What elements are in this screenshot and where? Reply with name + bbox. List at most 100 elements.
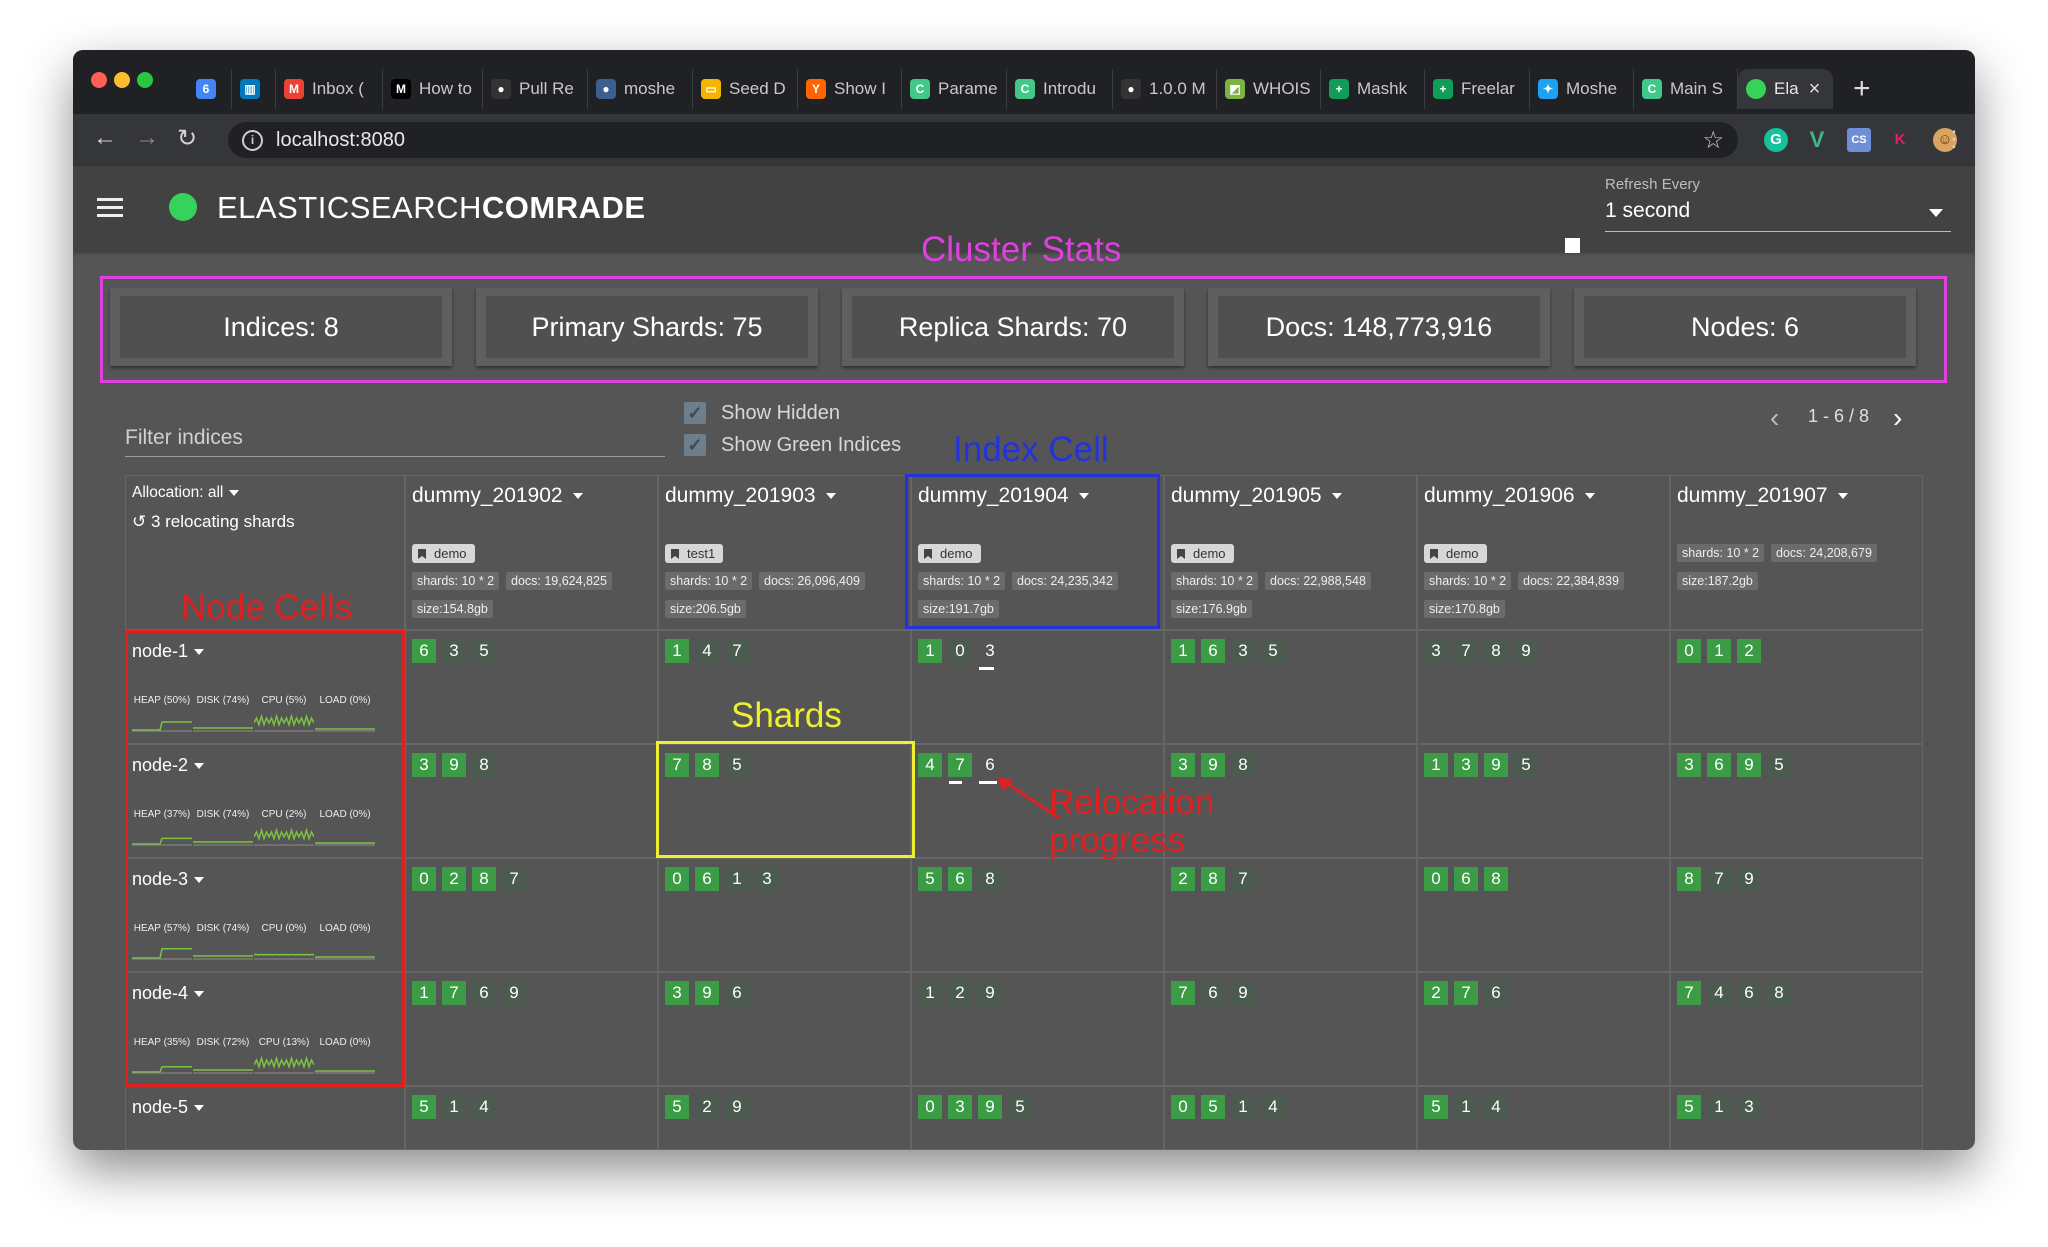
primary-shard[interactable]: 8 — [1201, 867, 1225, 891]
replica-shard[interactable]: 7 — [502, 867, 526, 891]
replica-shard[interactable]: 5 — [1514, 753, 1538, 777]
replica-shard[interactable]: 6 — [1737, 981, 1761, 1005]
index-name-dropdown[interactable]: dummy_201904 — [918, 484, 1089, 508]
node-name-dropdown[interactable]: node-5 — [132, 1097, 205, 1118]
show-hidden-checkbox[interactable]: ✓ — [684, 402, 706, 424]
replica-shard[interactable]: 6 — [1201, 981, 1225, 1005]
primary-shard[interactable]: 5 — [1677, 1095, 1701, 1119]
replica-shard[interactable]: 6 — [1484, 981, 1508, 1005]
primary-shard[interactable]: 5 — [412, 1095, 436, 1119]
primary-shard[interactable]: 8 — [695, 753, 719, 777]
primary-shard[interactable]: 6 — [948, 867, 972, 891]
primary-shard[interactable]: 3 — [665, 981, 689, 1005]
relocating-shard[interactable]: 6 — [978, 753, 1002, 784]
minimize-window-button[interactable] — [114, 72, 130, 88]
browser-tab[interactable]: Y Show I — [798, 69, 902, 109]
primary-shard[interactable]: 4 — [918, 753, 942, 777]
primary-shard[interactable]: 3 — [1454, 753, 1478, 777]
primary-shard[interactable]: 7 — [1171, 981, 1195, 1005]
forward-icon[interactable]: → — [135, 124, 159, 151]
primary-shard[interactable]: 0 — [1424, 867, 1448, 891]
browser-tab[interactable]: ▭ Seed D — [693, 69, 798, 109]
browser-tab[interactable]: ✦ Moshe — [1530, 69, 1634, 109]
primary-shard[interactable]: 3 — [412, 753, 436, 777]
primary-shard[interactable]: 8 — [1484, 867, 1508, 891]
browser-tab[interactable]: ◩ WHOIS — [1217, 69, 1321, 109]
browser-tab[interactable]: ● 1.0.0 M — [1113, 69, 1217, 109]
node-name-dropdown[interactable]: node-3 — [132, 869, 205, 890]
replica-shard[interactable]: 4 — [695, 639, 719, 663]
hamburger-menu-icon[interactable] — [97, 198, 123, 218]
grammarly-extension-icon[interactable]: G — [1764, 128, 1788, 152]
replica-shard[interactable]: 4 — [472, 1095, 496, 1119]
primary-shard[interactable]: 7 — [1677, 981, 1701, 1005]
profile-avatar[interactable]: ☺ — [1933, 128, 1957, 152]
browser-tab[interactable]: C Introdu — [1007, 69, 1113, 109]
primary-shard[interactable]: 0 — [1171, 1095, 1195, 1119]
primary-shard[interactable]: 1 — [918, 639, 942, 663]
primary-shard[interactable]: 9 — [1484, 753, 1508, 777]
replica-shard[interactable]: 1 — [725, 867, 749, 891]
bookmark-star-icon[interactable]: ☆ — [1702, 127, 1724, 154]
replica-shard[interactable]: 1 — [1231, 1095, 1255, 1119]
primary-shard[interactable]: 6 — [1454, 867, 1478, 891]
primary-shard[interactable]: 7 — [665, 753, 689, 777]
replica-shard[interactable]: 3 — [1231, 639, 1255, 663]
primary-shard[interactable]: 8 — [472, 867, 496, 891]
primary-shard[interactable]: 6 — [1707, 753, 1731, 777]
vue-devtools-icon[interactable]: V — [1809, 127, 1825, 152]
replica-shard[interactable]: 8 — [1767, 981, 1791, 1005]
primary-shard[interactable]: 1 — [1424, 753, 1448, 777]
primary-shard[interactable]: 7 — [1454, 981, 1478, 1005]
replica-shard[interactable]: 8 — [1231, 753, 1255, 777]
filter-indices-input[interactable]: Filter indices — [125, 414, 665, 457]
primary-shard[interactable]: 0 — [1677, 639, 1701, 663]
primary-shard[interactable]: 0 — [918, 1095, 942, 1119]
replica-shard[interactable]: 9 — [1737, 867, 1761, 891]
primary-shard[interactable]: 2 — [1424, 981, 1448, 1005]
kiwi-extension-icon[interactable]: K — [1894, 131, 1906, 148]
replica-shard[interactable]: 7 — [1707, 867, 1731, 891]
stop-refresh-button[interactable] — [1565, 238, 1580, 253]
primary-shard[interactable]: 2 — [1171, 867, 1195, 891]
replica-shard[interactable]: 2 — [948, 981, 972, 1005]
replica-shard[interactable]: 5 — [725, 753, 749, 777]
browser-tab[interactable]: + Mashk — [1321, 69, 1425, 109]
index-name-dropdown[interactable]: dummy_201907 — [1677, 484, 1848, 508]
primary-shard[interactable]: 8 — [1677, 867, 1701, 891]
browser-tab[interactable]: Ela × — [1738, 69, 1833, 109]
maximize-window-button[interactable] — [137, 72, 153, 88]
primary-shard[interactable]: 1 — [412, 981, 436, 1005]
replica-shard[interactable]: 3 — [1737, 1095, 1761, 1119]
primary-shard[interactable]: 0 — [665, 867, 689, 891]
primary-shard[interactable]: 6 — [412, 639, 436, 663]
close-window-button[interactable] — [91, 72, 107, 88]
index-name-dropdown[interactable]: dummy_201905 — [1171, 484, 1342, 508]
browser-menu-icon[interactable]: ⋮ — [1943, 126, 1965, 151]
replica-shard[interactable]: 7 — [725, 639, 749, 663]
browser-tab[interactable]: M Inbox ( — [276, 69, 383, 109]
replica-shard[interactable]: 6 — [472, 981, 496, 1005]
primary-shard[interactable]: 7 — [948, 753, 972, 784]
new-tab-icon[interactable]: + — [1853, 72, 1871, 105]
replica-shard[interactable]: 8 — [472, 753, 496, 777]
replica-shard[interactable]: 3 — [755, 867, 779, 891]
primary-shard[interactable]: 9 — [1737, 753, 1761, 777]
replica-shard[interactable]: 7 — [1231, 867, 1255, 891]
primary-shard[interactable]: 3 — [948, 1095, 972, 1119]
relocating-shard[interactable]: 3 — [978, 639, 1002, 670]
browser-tab[interactable]: + Freelar — [1425, 69, 1530, 109]
browser-tab[interactable]: 6 — [188, 69, 232, 109]
replica-shard[interactable]: 3 — [442, 639, 466, 663]
replica-shard[interactable]: 1 — [1454, 1095, 1478, 1119]
replica-shard[interactable]: 6 — [725, 981, 749, 1005]
replica-shard[interactable]: 9 — [725, 1095, 749, 1119]
replica-shard[interactable]: 1 — [1707, 1095, 1731, 1119]
next-page-icon[interactable]: › — [1893, 402, 1903, 433]
css-extension-icon[interactable]: CS — [1847, 128, 1871, 152]
node-name-dropdown[interactable]: node-2 — [132, 755, 205, 776]
index-name-dropdown[interactable]: dummy_201906 — [1424, 484, 1595, 508]
primary-shard[interactable]: 3 — [1677, 753, 1701, 777]
node-name-dropdown[interactable]: node-4 — [132, 983, 205, 1004]
primary-shard[interactable]: 6 — [1201, 639, 1225, 663]
